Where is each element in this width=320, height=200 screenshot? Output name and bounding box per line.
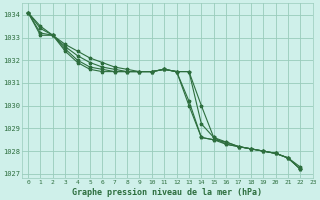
X-axis label: Graphe pression niveau de la mer (hPa): Graphe pression niveau de la mer (hPa) bbox=[72, 188, 262, 197]
